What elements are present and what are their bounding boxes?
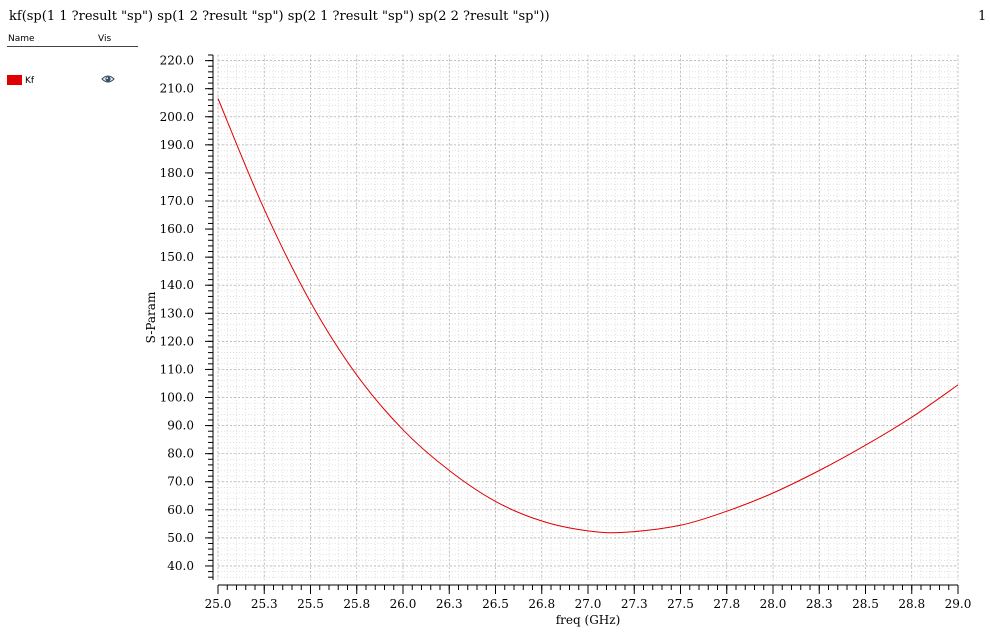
x-tick-label: 28.5 bbox=[852, 597, 879, 611]
x-tick-label: 28.8 bbox=[898, 597, 925, 611]
y-tick-label: 190.0 bbox=[160, 138, 194, 152]
y-tick-label: 90.0 bbox=[167, 419, 194, 433]
x-tick-label: 29.0 bbox=[945, 597, 972, 611]
x-tick-label: 25.0 bbox=[205, 597, 232, 611]
x-tick-label: 28.0 bbox=[760, 597, 787, 611]
legend-item-kf[interactable]: Kf bbox=[7, 74, 138, 92]
y-tick-label: 150.0 bbox=[160, 250, 194, 264]
x-tick-label: 28.3 bbox=[806, 597, 833, 611]
legend-color-swatch bbox=[7, 75, 22, 85]
y-tick-label: 160.0 bbox=[160, 222, 194, 236]
y-tick-label: 60.0 bbox=[167, 503, 194, 517]
y-tick-label: 40.0 bbox=[167, 559, 194, 573]
x-tick-label: 27.8 bbox=[713, 597, 740, 611]
axes: 25.0 25.3 25.5 25.8 26.0 26.3 26.5 26.8 27.0 27.3… bbox=[160, 54, 972, 611]
x-tick-label: 27.0 bbox=[575, 597, 602, 611]
y-tick-label: 170.0 bbox=[160, 194, 194, 208]
x-tick-label: 26.3 bbox=[436, 597, 463, 611]
x-axis-label: freq (GHz) bbox=[556, 613, 621, 627]
x-tick-label: 25.3 bbox=[251, 597, 278, 611]
legend-column-name: Name bbox=[8, 34, 35, 44]
eye-icon[interactable] bbox=[101, 73, 115, 85]
y-tick-label: 140.0 bbox=[160, 278, 194, 292]
y-tick-label: 50.0 bbox=[167, 531, 194, 545]
y-tick-label: 110.0 bbox=[160, 362, 194, 376]
page-number: 1 bbox=[978, 9, 987, 24]
y-axis-label: S-Param bbox=[144, 291, 158, 343]
y-tick-label: 200.0 bbox=[160, 110, 194, 124]
y-tick-label: 130.0 bbox=[160, 306, 194, 320]
y-tick-label: 220.0 bbox=[160, 54, 194, 68]
x-tick-label: 26.0 bbox=[390, 597, 417, 611]
y-tick-label: 70.0 bbox=[167, 475, 194, 489]
y-tick-label: 210.0 bbox=[160, 82, 194, 96]
chart-title: kf(sp(1 1 ?result "sp") sp(1 2 ?result "… bbox=[9, 9, 550, 24]
series-line-kf bbox=[217, 98, 959, 534]
y-tick-label: 180.0 bbox=[160, 166, 194, 180]
legend-header: Name Vis bbox=[7, 33, 138, 47]
x-tick-label: 26.8 bbox=[528, 597, 555, 611]
legend-panel: Name Vis Kf bbox=[7, 33, 138, 92]
x-tick-label: 27.3 bbox=[621, 597, 648, 611]
legend-item-label: Kf bbox=[25, 76, 35, 86]
series-layer bbox=[217, 98, 959, 534]
y-tick-label: 80.0 bbox=[167, 447, 194, 461]
x-tick-label: 26.5 bbox=[482, 597, 509, 611]
y-tick-label: 120.0 bbox=[160, 334, 194, 348]
x-tick-label: 27.5 bbox=[667, 597, 694, 611]
grid bbox=[217, 54, 959, 580]
legend-column-vis: Vis bbox=[98, 34, 112, 44]
x-tick-label: 25.8 bbox=[343, 597, 370, 611]
x-tick-label: 25.5 bbox=[297, 597, 324, 611]
y-tick-label: 100.0 bbox=[160, 391, 194, 405]
